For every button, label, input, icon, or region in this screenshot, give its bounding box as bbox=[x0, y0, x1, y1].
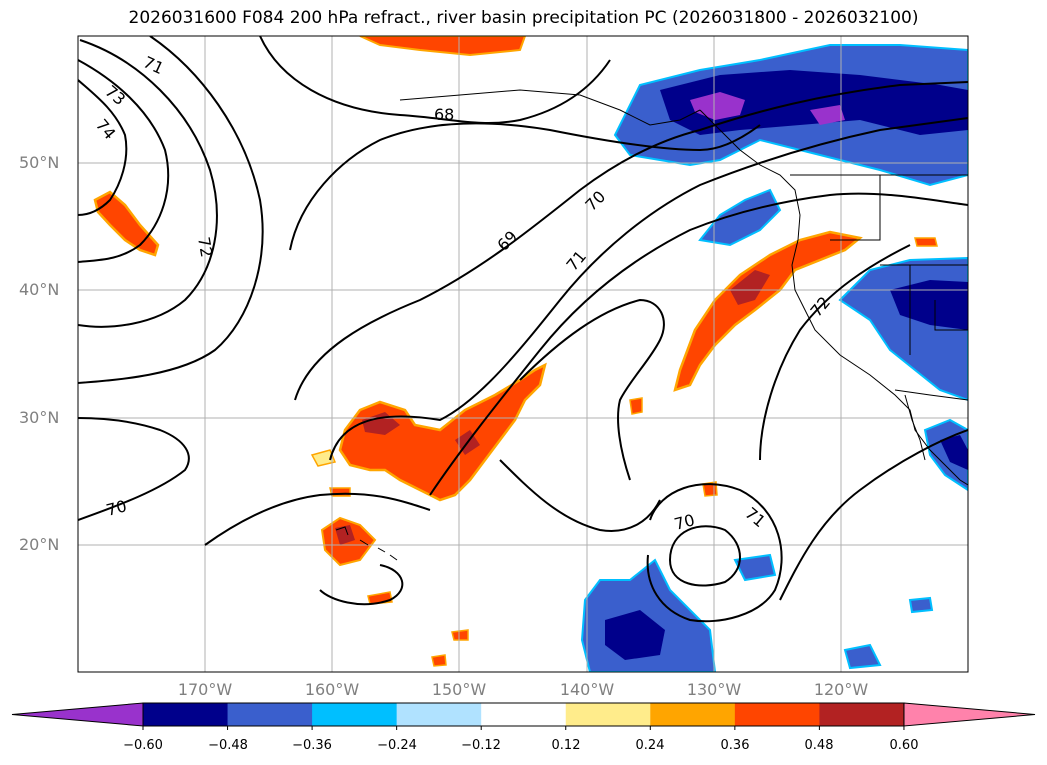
pos-region-central-pacific bbox=[338, 362, 547, 502]
neg-region-se-small bbox=[908, 596, 934, 614]
colorbar-outline bbox=[142, 702, 905, 727]
lon-label-130w: 130°W bbox=[686, 680, 742, 699]
colorbar-segment bbox=[819, 703, 905, 726]
neg-region-north-peak2 bbox=[810, 105, 845, 125]
colorbar-extend-right bbox=[903, 702, 1036, 727]
pos-region-small-4 bbox=[431, 654, 447, 667]
colorbar-tick-label: 0.60 bbox=[889, 738, 919, 753]
contour-73 bbox=[78, 59, 170, 263]
contour-72-east bbox=[759, 244, 911, 461]
pos-region-small-6 bbox=[629, 397, 643, 415]
contour-71-central bbox=[329, 117, 968, 461]
hawaii-islands bbox=[335, 526, 398, 561]
coastlines bbox=[335, 89, 968, 561]
map-frame bbox=[77, 35, 969, 673]
neg-region-mexico-core bbox=[940, 435, 968, 470]
pos-region-hawaii-core bbox=[335, 525, 355, 545]
lon-label-160w: 160°W bbox=[304, 680, 360, 699]
north-america-coast bbox=[699, 109, 968, 486]
contour-label: 70 bbox=[104, 496, 129, 520]
colorbar-tick-label: −0.36 bbox=[292, 738, 332, 753]
lat-label-40n: 40°N bbox=[19, 280, 60, 299]
lon-label-140w: 140°W bbox=[559, 680, 615, 699]
height-contours bbox=[78, 36, 968, 623]
us-mexico-border bbox=[894, 389, 968, 401]
map-area: 71 73 74 72 68 70 69 71 72 70 70 71 bbox=[78, 36, 968, 672]
colorbar-tick-label: 0.48 bbox=[804, 738, 834, 753]
pos-region-ne-core bbox=[730, 270, 770, 305]
neg-region-north-peak bbox=[690, 92, 745, 120]
pos-region-top bbox=[359, 36, 527, 57]
lon-label-170w: 170°W bbox=[177, 680, 233, 699]
colorbar-tick-label: 0.24 bbox=[635, 738, 665, 753]
pos-region-cp-yellow bbox=[310, 449, 337, 467]
contour-70-se-eddy bbox=[669, 525, 741, 587]
contour-69 bbox=[289, 122, 761, 251]
neg-region-far-se bbox=[843, 643, 882, 670]
lat-label-20n: 20°N bbox=[19, 535, 60, 554]
lat-label-50n: 50°N bbox=[19, 153, 60, 172]
contour-70-south-outer bbox=[204, 492, 431, 546]
pos-region-small-3 bbox=[451, 629, 469, 641]
colorbar-tick-label: −0.60 bbox=[123, 738, 163, 753]
alaska-coast bbox=[399, 89, 701, 126]
colorbar-tick-label: 0.12 bbox=[551, 738, 581, 753]
colorbar-segment bbox=[481, 703, 567, 726]
figure-title: 2026031600 F084 200 hPa refract., river … bbox=[128, 8, 919, 28]
contour-label: 72 bbox=[194, 235, 216, 258]
colorbar-segment bbox=[650, 703, 736, 726]
contour-71-south bbox=[499, 459, 661, 532]
state-borders bbox=[830, 175, 968, 355]
contour-70-west bbox=[78, 417, 190, 521]
colorbar-segment bbox=[312, 703, 398, 726]
lon-label-150w: 150°W bbox=[431, 680, 487, 699]
pos-region-small-7 bbox=[914, 237, 938, 247]
colorbar-tick-label: 0.36 bbox=[720, 738, 750, 753]
contour-70-south-loop bbox=[319, 564, 404, 606]
contour-label: 70 bbox=[672, 510, 697, 534]
pos-region-west bbox=[93, 190, 160, 257]
colorbar-segment bbox=[143, 703, 229, 726]
contour-70-central bbox=[294, 81, 968, 401]
neg-region-bc bbox=[698, 188, 782, 247]
colorbar-tick-label: −0.24 bbox=[377, 738, 417, 753]
lon-label-120w: 120°W bbox=[813, 680, 869, 699]
positive-precip-regions bbox=[93, 36, 938, 667]
neg-region-south-east bbox=[733, 553, 777, 582]
contour-72-west bbox=[78, 39, 218, 328]
contour-71-se-eddy bbox=[646, 483, 783, 623]
colorbar-extend-left bbox=[11, 702, 144, 727]
contour-74 bbox=[78, 79, 128, 216]
colorbar bbox=[11, 702, 1036, 730]
colorbar-segment bbox=[227, 703, 313, 726]
colorbar-segment bbox=[565, 703, 651, 726]
contour-70-lower bbox=[519, 298, 665, 481]
colorbar-tick-label: −0.12 bbox=[461, 738, 501, 753]
contour-label: 68 bbox=[434, 105, 454, 124]
graticule bbox=[78, 36, 968, 672]
lat-label-30n: 30°N bbox=[19, 408, 60, 427]
contour-68 bbox=[259, 36, 611, 125]
contour-72-central bbox=[429, 192, 968, 496]
colorbar-segment bbox=[734, 703, 820, 726]
contour-71-west bbox=[78, 36, 264, 384]
contour-71-right bbox=[779, 429, 968, 601]
colorbar-tick-label: −0.48 bbox=[208, 738, 248, 753]
neg-region-south-core bbox=[605, 610, 665, 660]
colorbar-segment bbox=[396, 703, 482, 726]
